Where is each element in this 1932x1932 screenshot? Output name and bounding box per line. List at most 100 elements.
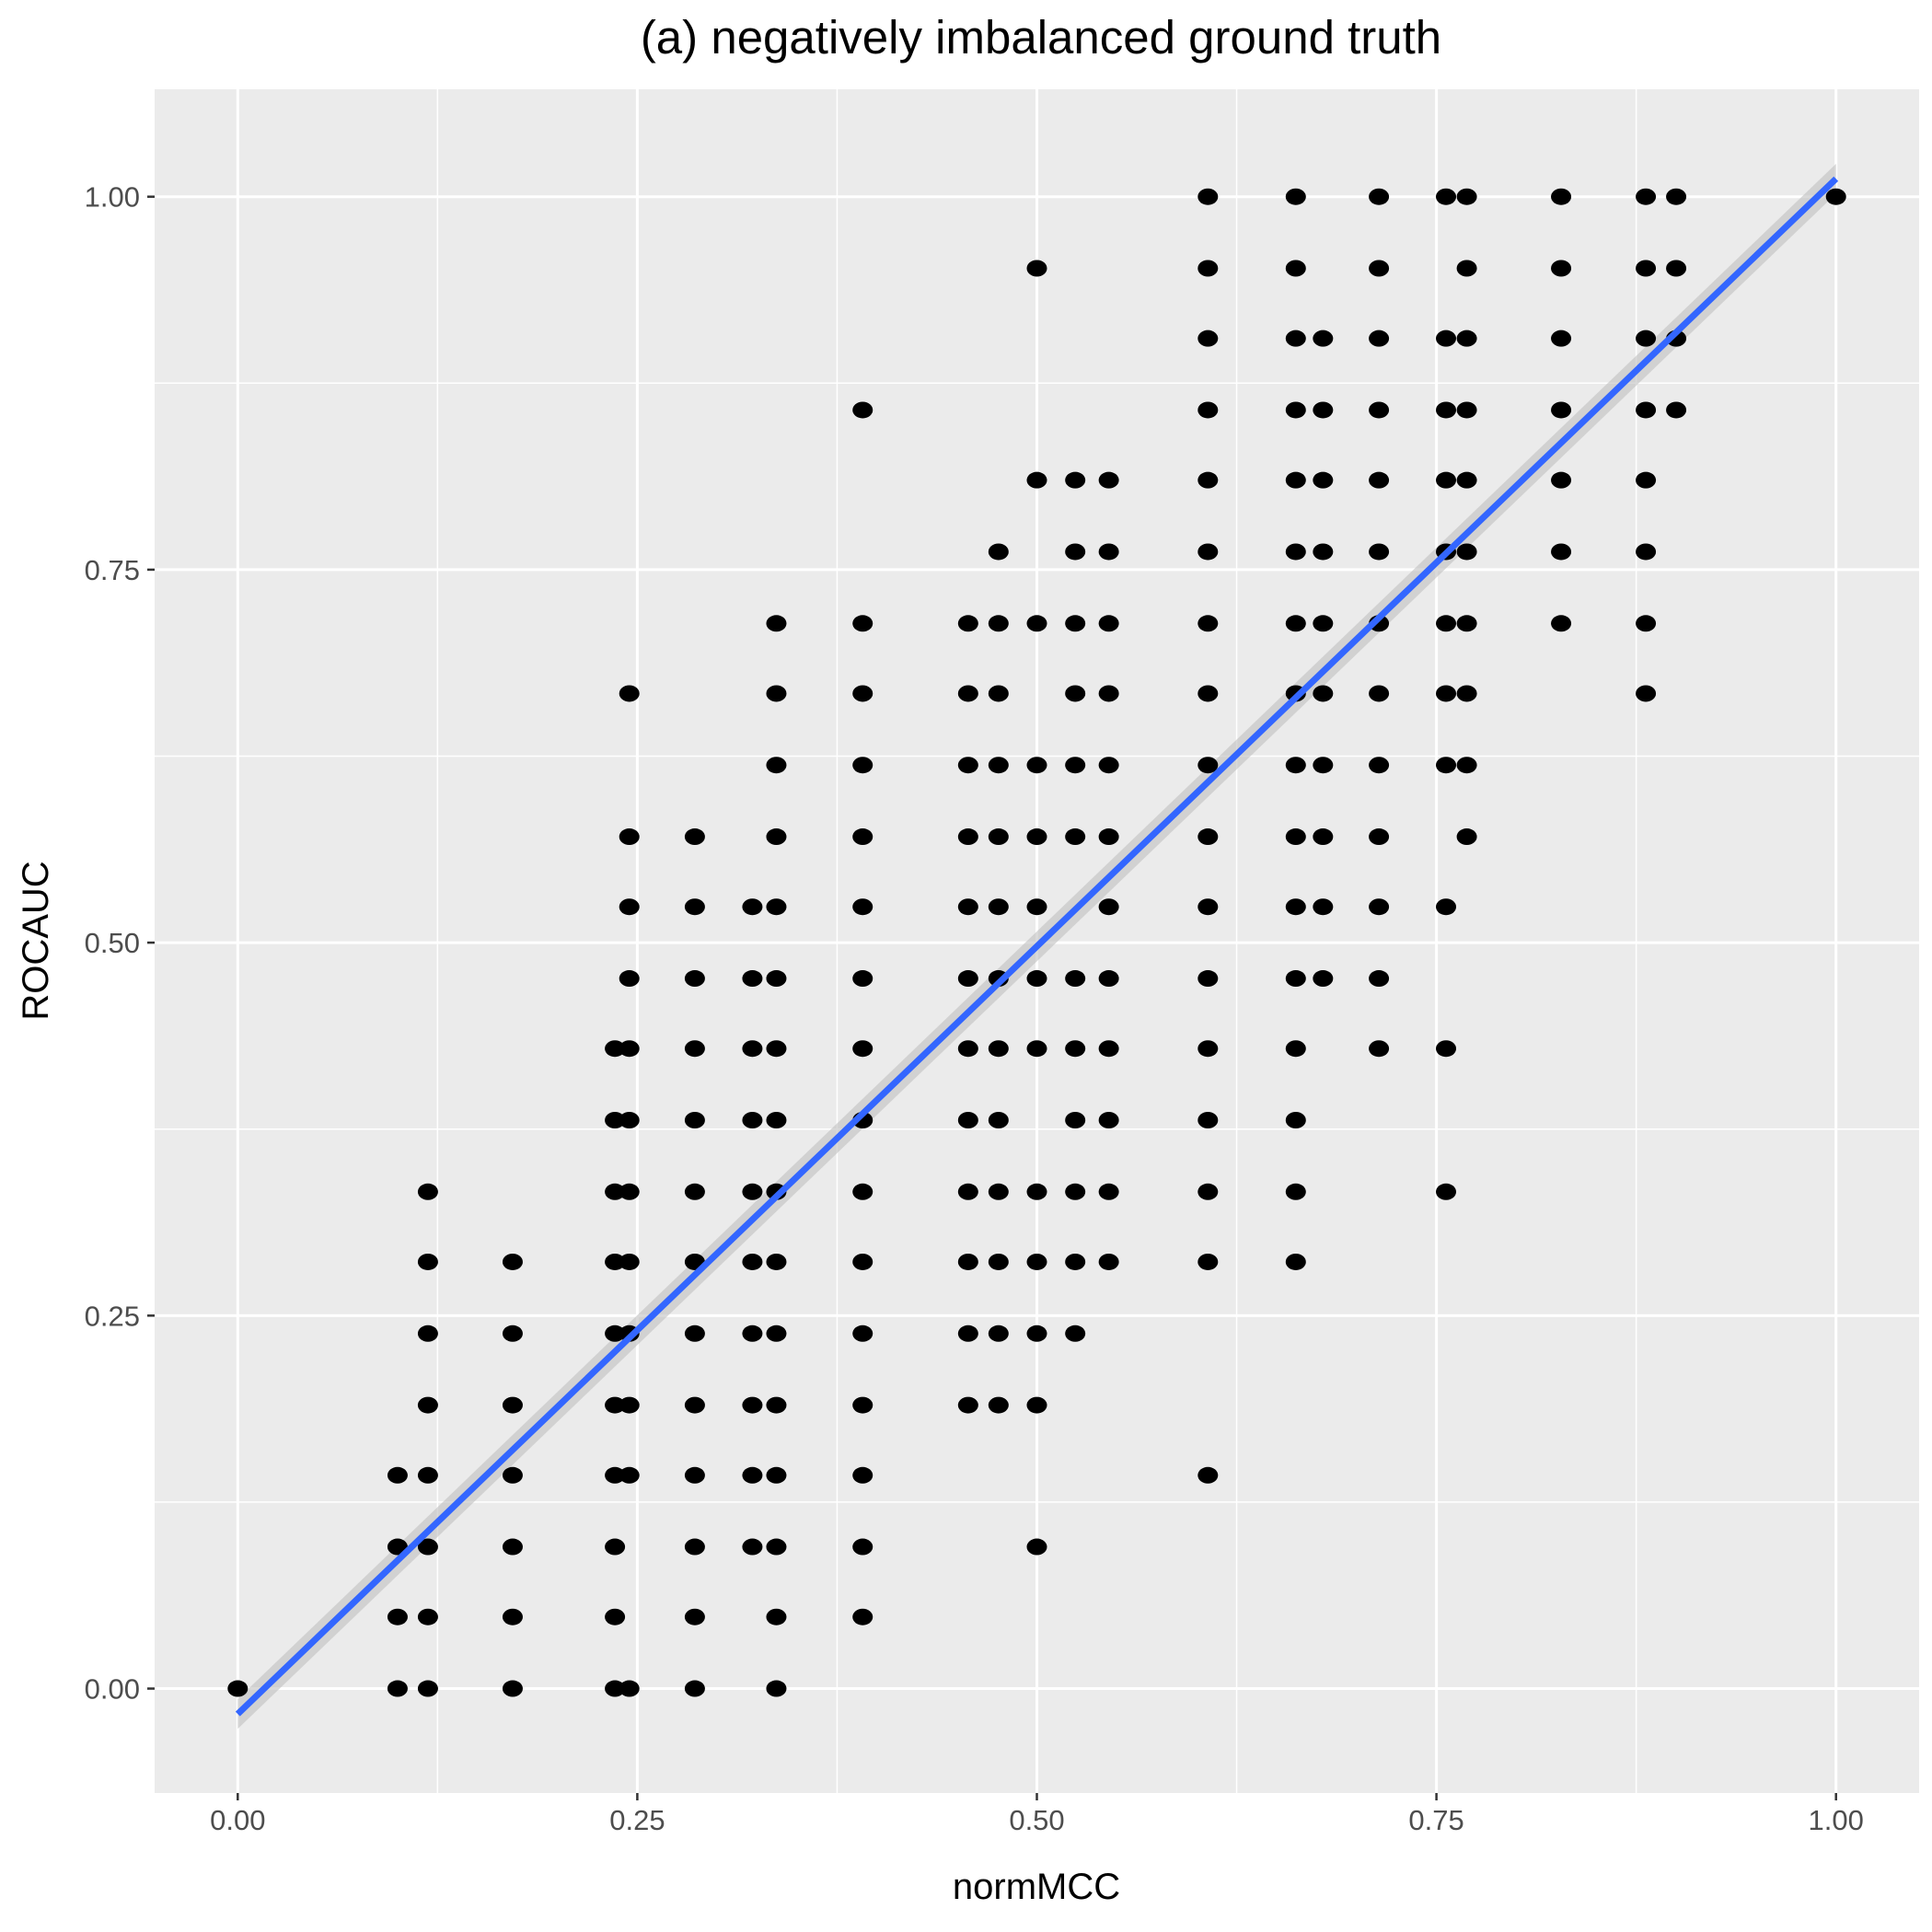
y-tick-label: 0.75 [85,554,140,586]
data-point [1551,401,1572,419]
data-point [605,1325,626,1342]
data-point [417,1183,438,1200]
data-point [1065,970,1086,988]
data-point [417,1538,438,1556]
data-point [605,1396,626,1414]
data-point [766,615,787,632]
data-point [742,1466,763,1484]
data-point [502,1253,523,1270]
x-tick-label: 0.50 [1009,1804,1064,1836]
data-point [1285,188,1306,205]
data-point [1551,471,1572,489]
x-tick-label: 0.75 [1408,1804,1463,1836]
data-point [1026,1325,1047,1342]
data-point [766,1040,787,1058]
data-point [1098,1112,1119,1129]
data-point [1026,1538,1047,1556]
data-point [684,1183,705,1200]
data-point [1098,828,1119,846]
data-point [957,757,978,774]
data-point [1456,330,1477,347]
data-point [605,1112,626,1129]
data-point [852,1466,873,1484]
data-point [852,828,873,846]
data-point [766,1112,787,1129]
data-point [1197,260,1219,277]
data-point [502,1680,523,1697]
y-tick-label: 1.00 [85,181,140,214]
data-point [1369,757,1390,774]
x-tick-label: 0.00 [210,1804,265,1836]
data-point [1636,471,1657,489]
data-point [1636,330,1657,347]
data-point [1065,615,1086,632]
data-point [1197,898,1219,916]
data-point [1285,615,1306,632]
data-point [1197,1112,1219,1129]
data-point [852,1183,873,1200]
data-point [1666,260,1687,277]
data-point [957,615,978,632]
data-point [684,970,705,988]
data-point [684,1680,705,1697]
data-point [1456,471,1477,489]
data-point [1098,615,1119,632]
data-point [1098,898,1119,916]
data-point [1098,1183,1119,1200]
data-point [1065,828,1086,846]
data-point [605,1253,626,1270]
data-point [619,1112,640,1129]
data-point [1065,471,1086,489]
data-point [1313,970,1334,988]
data-point [1436,757,1457,774]
data-point [766,1538,787,1556]
data-point [1065,685,1086,702]
data-point [1313,615,1334,632]
data-point [619,1680,640,1697]
data-point [1065,757,1086,774]
data-point [417,1396,438,1414]
data-point [1456,260,1477,277]
data-point [1551,330,1572,347]
data-point [1197,828,1219,846]
data-point [1098,471,1119,489]
data-point [1436,471,1457,489]
data-point [619,898,640,916]
y-tick-label: 0.25 [85,1300,140,1332]
data-point [988,685,1009,702]
data-point [852,898,873,916]
data-point [1065,1325,1086,1342]
data-point [387,1466,408,1484]
data-point [1285,970,1306,988]
data-point [1313,898,1334,916]
data-point [1436,615,1457,632]
data-point [1456,828,1477,846]
data-point [988,757,1009,774]
data-point [1369,685,1390,702]
data-point [1436,330,1457,347]
data-point [852,1325,873,1342]
data-point [766,1253,787,1270]
data-point [766,898,787,916]
data-point [1666,401,1687,419]
data-point [742,1112,763,1129]
data-point [1313,757,1334,774]
data-point [1285,757,1306,774]
data-point [1285,898,1306,916]
data-point [1456,615,1477,632]
data-point [766,1325,787,1342]
data-point [1026,1183,1047,1200]
data-point [417,1680,438,1697]
data-point [605,1538,626,1556]
data-point [1636,543,1657,561]
data-point [1026,1253,1047,1270]
data-point [502,1608,523,1625]
data-point [1456,401,1477,419]
data-point [1456,757,1477,774]
data-point [1456,543,1477,561]
data-point [605,1040,626,1058]
data-point [1825,188,1846,205]
x-tick-label: 0.25 [609,1804,665,1836]
data-point [742,1253,763,1270]
data-point [766,1466,787,1484]
